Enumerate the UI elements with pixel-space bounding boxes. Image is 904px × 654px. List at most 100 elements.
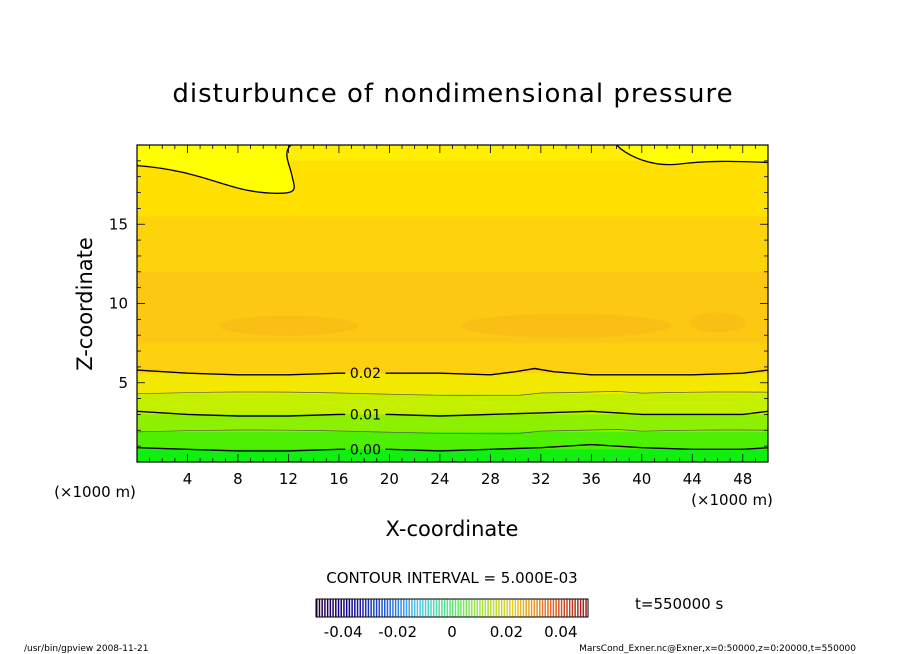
- colorbar-cell: [484, 599, 487, 617]
- colorbar-cell: [381, 599, 383, 617]
- colorbar-cell: [446, 599, 449, 617]
- colorbar-cell: [533, 599, 536, 617]
- x-tick-label: 24: [430, 470, 449, 488]
- x-axis-unit-left: (×1000 m): [54, 483, 136, 501]
- colorbar-cell: [568, 599, 571, 617]
- colorbar-cell: [441, 599, 443, 617]
- colorbar-cell: [340, 599, 342, 617]
- color-band-9: [137, 449, 768, 462]
- colorbar-cell: [457, 599, 459, 617]
- colorbar-cell: [574, 599, 576, 617]
- colorbar-cell: [359, 599, 362, 617]
- contour-lines: [137, 145, 768, 452]
- colorbar-cell: [452, 599, 454, 617]
- colorbar-cell: [324, 599, 326, 617]
- colorbar-cell: [351, 599, 353, 617]
- x-axis-ticks: 4 8 12 16 20 24 28 32 36 40 44 48: [136, 145, 769, 488]
- x-tick-label: 20: [380, 470, 399, 488]
- colorbar-cell: [462, 599, 465, 617]
- colorbar-tick-label: 0.04: [544, 623, 577, 641]
- contour-line: [137, 145, 295, 194]
- colorbar-cell: [356, 599, 359, 617]
- colorbar-cell: [481, 599, 484, 617]
- colorbar-cell: [498, 599, 500, 617]
- colorbar-cell: [403, 599, 405, 617]
- contour-line-0.02: [137, 369, 346, 376]
- colorbar-cell: [337, 599, 340, 617]
- colorbar-cell: [345, 599, 348, 617]
- colorbar-tick-labels: -0.04 -0.02 0 0.02 0.04: [324, 623, 578, 641]
- color-band-4: [137, 343, 768, 374]
- colorbar-cell: [378, 599, 381, 617]
- colorbar-cell: [367, 599, 370, 617]
- colorbar-cell: [370, 599, 372, 617]
- colorbar-cell: [544, 599, 546, 617]
- colorbar-cell: [509, 599, 511, 617]
- colorbar-cell: [326, 599, 329, 617]
- color-field: [137, 145, 768, 462]
- contour-line-0.00: [385, 443, 768, 452]
- contour-line-0.00: [137, 447, 346, 452]
- colorbar-cell: [476, 599, 478, 617]
- x-tick-label: 36: [582, 470, 601, 488]
- colorbar-cell: [432, 599, 435, 617]
- colorbar-cell: [321, 599, 323, 617]
- colorbar-cell: [539, 599, 541, 617]
- colorbar-cell: [335, 599, 337, 617]
- x-axis-unit-right: (×1000 m): [691, 491, 773, 509]
- colorbar-cell: [468, 599, 470, 617]
- colorbar-cell: [465, 599, 468, 617]
- colorbar-cell: [552, 599, 555, 617]
- colorbar-cell: [479, 599, 481, 617]
- colorbar-cell: [422, 599, 424, 617]
- x-tick-label: 8: [233, 470, 243, 488]
- y-tick-label: 10: [109, 295, 128, 313]
- colorbar-cell: [530, 599, 533, 617]
- colorbar-cell: [364, 599, 367, 617]
- footer-left: /usr/bin/gpview 2008-11-21: [24, 644, 148, 654]
- y-axis-ticks: 5 10 15: [109, 144, 768, 463]
- contour-label: 0.02: [350, 366, 381, 382]
- x-tick-label: 48: [733, 470, 752, 488]
- colorbar-cell: [408, 599, 410, 617]
- time-label: t=550000 s: [635, 595, 723, 613]
- colorbar-cell: [416, 599, 419, 617]
- colorbar-cell: [520, 599, 522, 617]
- footer-right: MarsCond_Exner.nc@Exner,x=0:50000,z=0:20…: [579, 644, 856, 654]
- colorbar-tick-label: 0: [447, 623, 457, 641]
- x-axis-label: X-coordinate: [386, 517, 519, 541]
- colorbar-cell: [384, 599, 386, 617]
- colorbar-cell: [471, 599, 473, 617]
- x-tick-label: 44: [683, 470, 702, 488]
- colorbar-tick-label: -0.04: [324, 623, 363, 641]
- contour-line-minor: [137, 391, 768, 397]
- colorbar-cell: [354, 599, 356, 617]
- field-patch: [616, 145, 768, 165]
- colorbar-cell: [427, 599, 430, 617]
- colorbar-cell: [343, 599, 345, 617]
- colorbar-cell: [560, 599, 563, 617]
- colorbar-cell: [449, 599, 451, 617]
- colorbar-cell: [400, 599, 402, 617]
- colorbar-cell: [571, 599, 574, 617]
- colorbar-cell: [318, 599, 321, 617]
- color-band-8: [137, 431, 768, 450]
- chart-title: disturbunce of nondimensional pressure: [172, 79, 733, 109]
- colorbar-cell: [525, 599, 527, 617]
- contour-line: [616, 145, 768, 166]
- y-axis-label: Z-coordinate: [73, 237, 97, 371]
- contour-line-0.02: [385, 367, 768, 376]
- colorbar-cell: [430, 599, 432, 617]
- colorbar-cell: [517, 599, 519, 617]
- colorbar-cell: [577, 599, 579, 617]
- colorbar-cell: [579, 599, 582, 617]
- colorbar-cell: [316, 599, 318, 617]
- contour-labels: 0.02 0.01 0.00: [350, 366, 381, 458]
- y-tick-label: 15: [109, 215, 128, 233]
- colorbar-cell: [419, 599, 421, 617]
- colorbar-cell: [473, 599, 476, 617]
- colorbar-cell: [511, 599, 514, 617]
- contour-interval-label: CONTOUR INTERVAL = 5.000E-03: [326, 569, 577, 587]
- colorbar-cell: [549, 599, 552, 617]
- contour-line-minor: [137, 429, 768, 435]
